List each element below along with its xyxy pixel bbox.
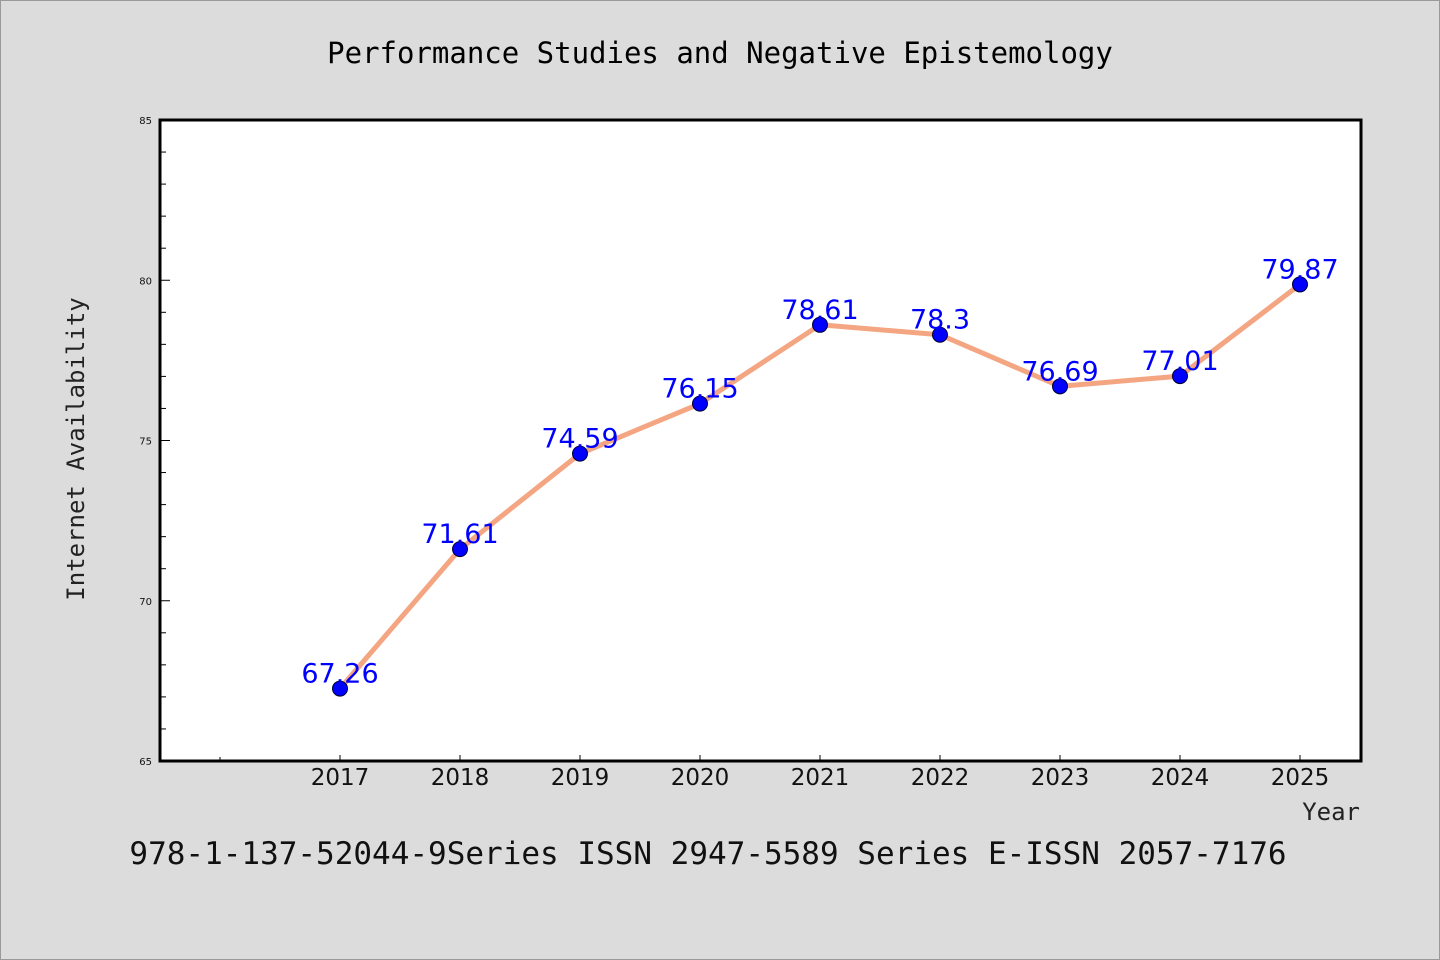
y-axis-title: Internet Availability (62, 297, 90, 600)
data-label: 77.01 (1141, 346, 1218, 377)
y-tick-label: 85 (139, 116, 152, 127)
y-tick-label: 75 (139, 437, 152, 448)
data-label: 76.15 (661, 374, 738, 405)
data-point (572, 445, 588, 462)
x-tick-label: 2019 (551, 765, 610, 791)
chart-title: Performance Studies and Negative Epistem… (327, 36, 1113, 70)
x-axis: 2017 2018 2019 2020 2021 2022 2023 2024 2025 (219, 755, 1330, 791)
footer-isbn-text: 978-1-137-52044-9Series ISSN 2947-5589 S… (129, 836, 1286, 872)
y-tick-label: 70 (139, 597, 152, 608)
x-tick-label: 2017 (311, 765, 370, 791)
x-tick-label: 2022 (911, 765, 970, 791)
data-point (1052, 378, 1068, 395)
x-tick-label: 2024 (1151, 765, 1210, 791)
data-label: 71.61 (421, 519, 498, 550)
data-point (932, 326, 948, 343)
y-tick-label: 80 (139, 276, 152, 287)
x-tick-label: 2021 (791, 765, 850, 791)
plot-area (160, 120, 1361, 761)
plot-frame (158, 118, 1363, 763)
data-point (332, 680, 348, 697)
data-label: 79.87 (1261, 254, 1338, 285)
x-tick-label: 2023 (1031, 765, 1090, 791)
data-point (1172, 368, 1188, 385)
marker-layer (332, 276, 1308, 697)
data-point (452, 541, 468, 558)
x-tick-label: 2025 (1271, 765, 1330, 791)
y-tick-label: 65 (139, 757, 152, 768)
data-point (812, 316, 828, 333)
data-label: 78.3 (910, 305, 970, 336)
data-point (1292, 276, 1308, 293)
data-label: 74.59 (541, 424, 618, 455)
data-label: 67.26 (301, 659, 378, 690)
data-label: 76.69 (1021, 356, 1098, 387)
x-tick-label: 2018 (431, 765, 490, 791)
data-point (692, 395, 708, 412)
data-label-layer: 67.26 71.61 74.59 76.15 78.61 78.3 76.69 77.01 7… (301, 254, 1338, 689)
data-label: 78.61 (781, 295, 858, 326)
x-axis-title: Year (1302, 798, 1360, 826)
x-tick-label: 2020 (671, 765, 730, 791)
